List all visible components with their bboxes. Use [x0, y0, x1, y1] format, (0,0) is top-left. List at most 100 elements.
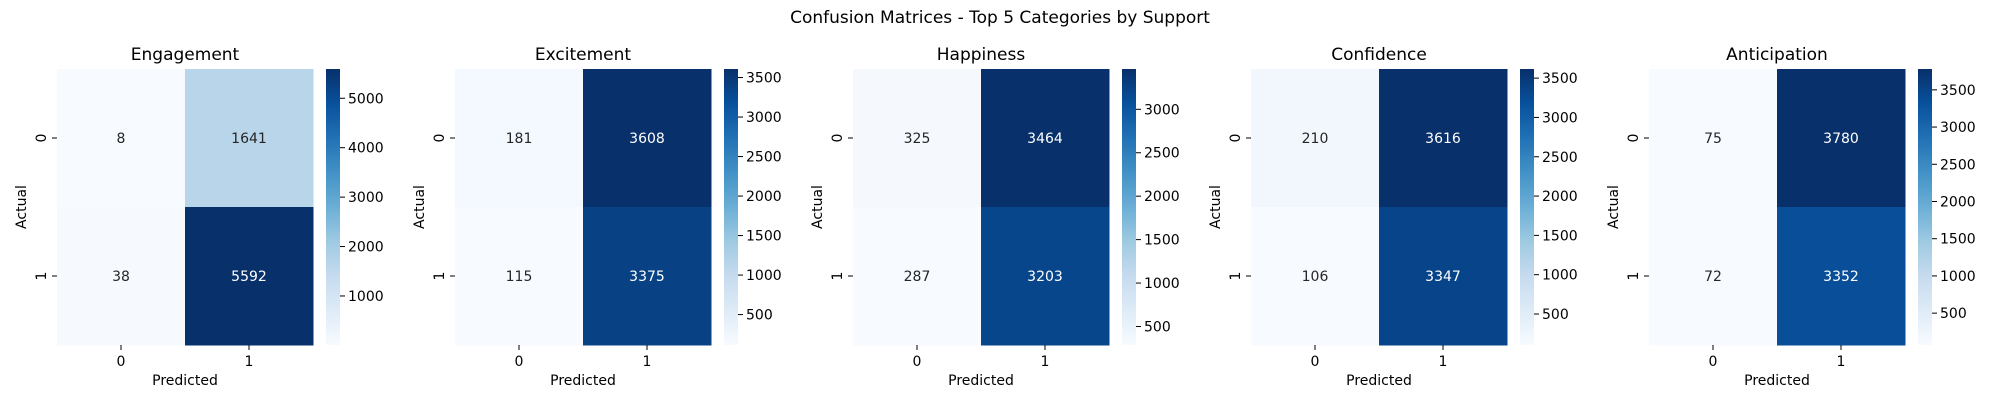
heatmap-cell: [853, 69, 982, 208]
figure-title: Confusion Matrices - Top 5 Categories by…: [790, 8, 1210, 28]
x-axis-label: Predicted: [152, 373, 218, 389]
panel-title: Excitement: [535, 45, 631, 65]
panel-title: Happiness: [937, 45, 1026, 65]
cell-value-label: 5592: [231, 269, 267, 285]
heatmap-cell: [1649, 207, 1778, 346]
colorbar-tick-label: 1500: [746, 229, 782, 245]
x-axis-label: Predicted: [1744, 373, 1810, 389]
y-axis-label: Actual: [412, 185, 428, 229]
colorbar-tick-label: 2500: [1940, 157, 1976, 173]
colorbar-tick-label: 1000: [1940, 269, 1976, 285]
x-tick-label: 1: [1439, 354, 1448, 370]
cell-value-label: 3375: [629, 269, 665, 285]
x-axis-label: Predicted: [948, 373, 1014, 389]
heatmap-cell: [185, 69, 314, 208]
colorbar-tick-label: 2500: [1144, 146, 1180, 162]
heatmap-cell: [1379, 207, 1508, 346]
colorbar-tick-label: 1000: [1542, 268, 1578, 284]
colorbar: [1122, 69, 1136, 345]
colorbar-tick-label: 3500: [1940, 83, 1976, 99]
colorbar-tick-label: 2500: [746, 150, 782, 166]
panel-excitement: Excitement 181 3608 115 3375 0 1 Predicted 0 1 Act…: [412, 45, 782, 389]
cell-value-label: 181: [506, 131, 533, 147]
colorbar-tick-label: 1000: [746, 268, 782, 284]
cell-value-label: 75: [1704, 131, 1722, 147]
heatmap-cell: [57, 69, 186, 208]
y-axis-label: Actual: [14, 185, 30, 229]
cell-value-label: 72: [1704, 269, 1722, 285]
colorbar-tick-label: 3000: [746, 110, 782, 126]
x-tick-label: 1: [1041, 354, 1050, 370]
heatmap-cell: [1777, 69, 1906, 208]
colorbar-tick-label: 3500: [1542, 71, 1578, 87]
x-tick-label: 1: [245, 354, 254, 370]
x-axis-label: Predicted: [550, 373, 616, 389]
colorbar-tick-label: 500: [746, 308, 773, 324]
colorbar-tick-label: 3000: [1542, 110, 1578, 126]
y-tick-label: 0: [34, 134, 50, 143]
heatmap-cell: [1649, 69, 1778, 208]
colorbar-tick-label: 2000: [1144, 189, 1180, 205]
colorbar-tick-label: 500: [1144, 319, 1171, 335]
y-axis-label: Actual: [1606, 185, 1622, 229]
cell-value-label: 325: [904, 131, 931, 147]
x-tick-label: 0: [913, 354, 922, 370]
heatmap-cell: [455, 69, 584, 208]
panel-confidence: Confidence 210 3616 106 3347 0 1 Predicted 0 1 Act…: [1208, 45, 1578, 389]
panels-container: Engagement 8 1641 38 5592 0 1 Predicted 0 1 Actual…: [14, 45, 1976, 389]
colorbar-tick-label: 1500: [1940, 232, 1976, 248]
colorbar-tick-label: 2500: [1542, 150, 1578, 166]
panel-anticipation: Anticipation 75 3780 72 3352 0 1 Predicted 0 1 Act…: [1606, 45, 1976, 389]
cell-value-label: 287: [904, 269, 931, 285]
cell-value-label: 106: [1302, 269, 1329, 285]
colorbar: [326, 69, 340, 345]
colorbar-tick-label: 1000: [1144, 276, 1180, 292]
heatmap-cell: [981, 207, 1110, 346]
panel-title: Confidence: [1331, 45, 1427, 65]
panel-happiness: Happiness 325 3464 287 3203 0 1 Predicted 0 1 Actu…: [810, 45, 1180, 389]
colorbar: [724, 69, 738, 345]
colorbar-tick-label: 3000: [1144, 102, 1180, 118]
y-tick-label: 0: [1228, 134, 1244, 143]
heatmap-cell: [1251, 207, 1380, 346]
heatmap-cell: [57, 207, 186, 346]
x-axis-label: Predicted: [1346, 373, 1412, 389]
colorbar-tick-label: 4000: [348, 141, 384, 157]
x-tick-label: 0: [1709, 354, 1718, 370]
colorbar-tick-label: 1500: [1542, 228, 1578, 244]
panel-title: Anticipation: [1726, 45, 1828, 65]
y-tick-label: 0: [1626, 134, 1642, 143]
colorbar: [1918, 69, 1932, 345]
colorbar-tick-label: 1000: [348, 289, 384, 305]
x-tick-label: 0: [515, 354, 524, 370]
cell-value-label: 3608: [629, 131, 665, 147]
y-tick-label: 1: [1228, 272, 1244, 281]
cell-value-label: 38: [112, 269, 130, 285]
y-tick-label: 1: [34, 272, 50, 281]
y-tick-label: 1: [830, 272, 846, 281]
colorbar-tick-label: 3000: [1940, 120, 1976, 136]
heatmap-cell: [583, 207, 712, 346]
cell-value-label: 3347: [1425, 269, 1461, 285]
colorbar-tick-label: 5000: [348, 91, 384, 107]
heatmap-cell: [455, 207, 584, 346]
heatmap-cell: [1379, 69, 1508, 208]
colorbar-tick-label: 3500: [746, 71, 782, 87]
y-tick-label: 1: [1626, 272, 1642, 281]
colorbar-tick-label: 2000: [348, 240, 384, 256]
y-axis-label: Actual: [810, 185, 826, 229]
x-tick-label: 1: [643, 354, 652, 370]
cell-value-label: 3203: [1027, 269, 1063, 285]
colorbar-tick-label: 2000: [1940, 194, 1976, 210]
x-tick-label: 0: [117, 354, 126, 370]
cell-value-label: 115: [506, 269, 533, 285]
cell-value-label: 8: [117, 131, 126, 147]
cell-value-label: 3780: [1823, 131, 1859, 147]
cell-value-label: 3464: [1027, 131, 1063, 147]
colorbar-tick-label: 1500: [1144, 233, 1180, 249]
y-axis-label: Actual: [1208, 185, 1224, 229]
cell-value-label: 3352: [1823, 269, 1859, 285]
colorbar-tick-label: 3000: [348, 190, 384, 206]
heatmap-cell: [583, 69, 712, 208]
